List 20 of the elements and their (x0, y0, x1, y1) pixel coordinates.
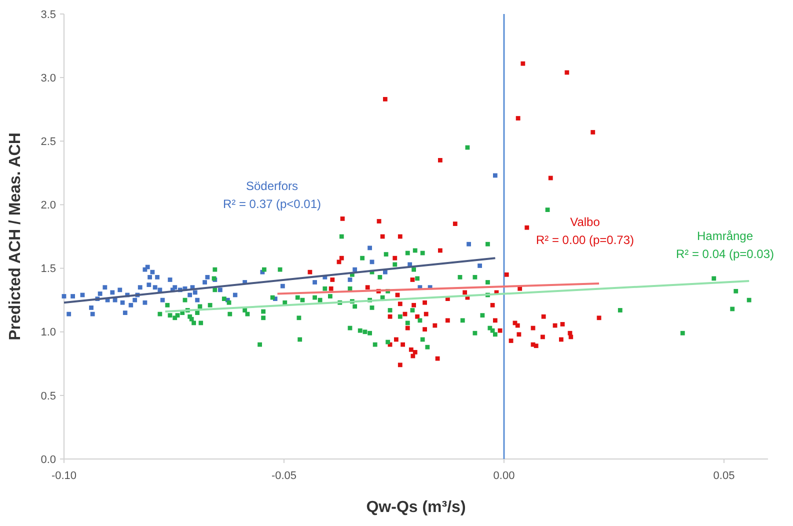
y-tick-label: 1.0 (40, 326, 56, 339)
x-tick-label: 0.05 (713, 470, 735, 482)
text: Hamrånge (696, 229, 754, 243)
y-tick-label: 2.0 (40, 200, 56, 212)
y-tick-label: 0.5 (40, 390, 56, 402)
y-tick-label: 2.5 (40, 136, 56, 148)
annotation: R² = 0.00 (p=0.73) (536, 233, 634, 247)
annotation: R² = 0.04 (p=0.03) (676, 247, 774, 261)
y-tick-label: 3.5 (40, 8, 56, 21)
y-tick-label: 3.0 (40, 72, 56, 84)
y-tick-label: 0.0 (40, 454, 56, 466)
text: Valbo (570, 215, 600, 229)
y-tick-label: 1.5 (40, 263, 56, 276)
x-tick-label: -0.10 (51, 470, 77, 482)
annotation: R² = 0.37 (p<0.01) (222, 197, 322, 211)
text: Söderfors (246, 179, 298, 193)
y-axis-title: Predicted ACH / Meas. ACH (7, 132, 24, 340)
x-tick-label: 0.00 (493, 470, 515, 482)
x-axis-title: Qw-Qs (m³/s) (366, 499, 466, 516)
x-tick-label: -0.05 (271, 470, 297, 482)
